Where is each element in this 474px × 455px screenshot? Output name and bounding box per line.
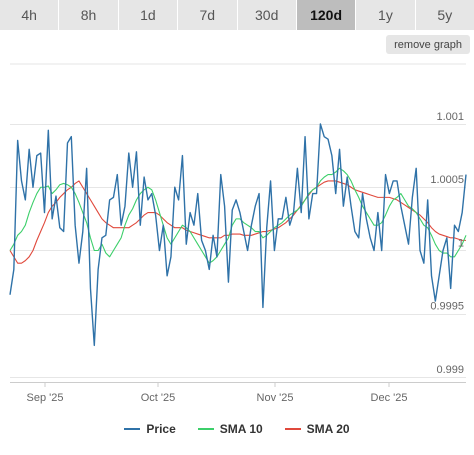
legend-label: SMA 10 (219, 422, 263, 436)
tab-1d[interactable]: 1d (119, 0, 179, 30)
x-tick-label: Dec '25 (371, 392, 408, 404)
series-lines (9, 123, 467, 347)
tab-120d[interactable]: 120d (296, 0, 357, 30)
timeframe-tabs: 4h 8h 1d 7d 30d 120d 1y 5y (0, 0, 474, 30)
legend-swatch (124, 428, 141, 430)
legend-label: SMA 20 (306, 422, 350, 436)
price-chart: 1.001 1.0005 1 0.9995 0.999 Sep '25 Oct '25 No… (9, 63, 467, 404)
y-tick-label: 1 (458, 238, 464, 250)
x-tick-label: Sep '25 (27, 392, 64, 404)
x-axis-labels: Sep '25 Oct '25 Nov '25 Dec '25 (27, 382, 408, 404)
tab-8h[interactable]: 8h (59, 0, 119, 30)
y-tick-label: 1.0005 (430, 174, 464, 186)
legend-item-sma-10[interactable]: SMA 10 (197, 422, 263, 436)
legend-label: Price (146, 422, 176, 436)
grid-lines (10, 63, 466, 383)
tab-7d[interactable]: 7d (178, 0, 238, 30)
y-axis-labels: 1.001 1.0005 1 0.9995 0.999 (430, 111, 464, 376)
chart-legend: Price SMA 10 SMA 20 (0, 418, 474, 440)
y-tick-label: 0.9995 (430, 301, 464, 313)
series-line-sma-10 (9, 167, 467, 264)
x-tick-label: Oct '25 (141, 392, 176, 404)
tab-5y[interactable]: 5y (437, 7, 453, 23)
y-tick-label: 0.999 (436, 364, 464, 376)
y-tick-label: 1.001 (436, 111, 464, 123)
series-line-price (9, 123, 467, 347)
x-tick-label: Nov '25 (257, 392, 294, 404)
tab-30d[interactable]: 30d (238, 0, 297, 30)
series-line-sma-20 (9, 180, 466, 264)
tab-4h[interactable]: 4h (0, 0, 60, 30)
legend-swatch (197, 428, 214, 430)
remove-graph-button[interactable]: remove graph (386, 35, 470, 54)
legend-item-sma-20[interactable]: SMA 20 (284, 422, 350, 436)
legend-swatch (284, 428, 301, 430)
legend-item-price[interactable]: Price (124, 422, 176, 436)
tab-1y[interactable]: 1y (356, 0, 416, 30)
